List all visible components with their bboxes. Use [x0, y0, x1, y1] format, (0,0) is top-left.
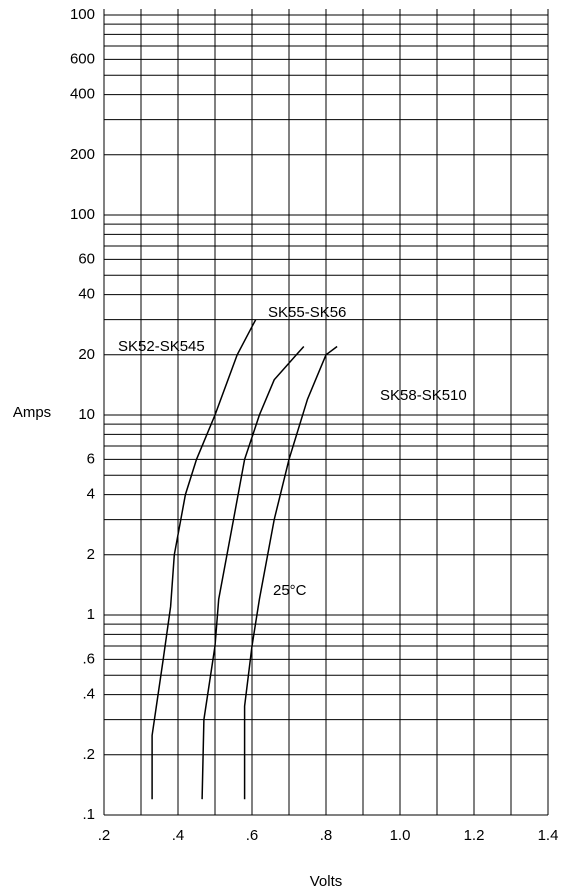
series-label: SK55-SK56: [268, 304, 346, 321]
series-label: SK52-SK545: [118, 338, 205, 355]
x-tick-label: .2: [98, 827, 111, 844]
y-tick-label: 4: [87, 486, 95, 503]
y-tick-label: 2: [87, 546, 95, 563]
x-tick-label: .8: [320, 827, 333, 844]
y-tick-label: 100: [70, 206, 95, 223]
y-tick-label: 20: [78, 346, 95, 363]
y-tick-label: 100: [70, 6, 95, 23]
x-tick-label: .6: [246, 827, 259, 844]
x-tick-label: 1.0: [390, 827, 411, 844]
x-tick-label: 1.2: [464, 827, 485, 844]
series-label: SK58-SK510: [380, 387, 467, 404]
y-tick-label: 400: [70, 86, 95, 103]
y-tick-label: 1: [87, 606, 95, 623]
curve: [243, 345, 338, 800]
annotation: 25°C: [273, 582, 307, 599]
y-tick-label: .1: [82, 806, 95, 823]
y-tick-label: .6: [82, 650, 95, 667]
y-tick-label: 10: [78, 406, 95, 423]
y-tick-label: 200: [70, 146, 95, 163]
y-tick-label: 60: [78, 250, 95, 267]
x-tick-label: 1.4: [538, 827, 559, 844]
y-tick-label: .2: [82, 746, 95, 763]
x-tick-label: .4: [172, 827, 185, 844]
y-tick-label: 600: [70, 50, 95, 67]
x-axis-label: Volts: [310, 873, 343, 890]
y-tick-label: 6: [87, 450, 95, 467]
y-tick-label: .4: [82, 686, 95, 703]
curve: [151, 319, 257, 800]
curve: [201, 346, 305, 800]
y-tick-label: 40: [78, 286, 95, 303]
y-axis-label: Amps: [13, 404, 51, 421]
